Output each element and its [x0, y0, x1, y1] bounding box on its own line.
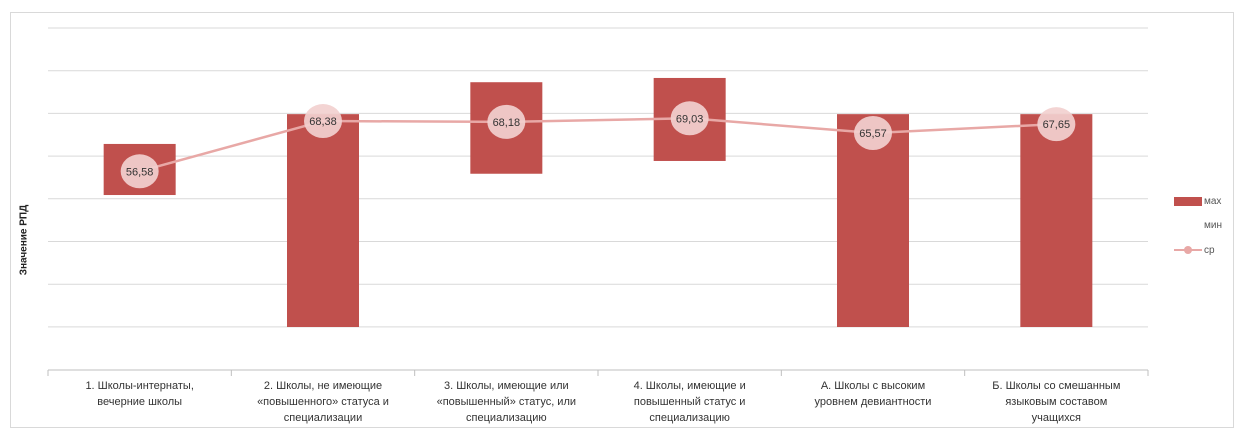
x-tick-label-line: повышенный статус и	[633, 396, 746, 408]
avg-point	[1037, 107, 1076, 142]
x-tick-label: 2. Школы, не имеющие «повышенного» статус…	[235, 378, 411, 426]
x-tick-label: 3. Школы, имеющие или «повышенный» статус…	[418, 378, 594, 426]
data-label: 67,65	[1043, 119, 1071, 131]
x-tick-label-line: языковым составом	[1005, 396, 1108, 408]
avg-point	[854, 116, 892, 151]
legend-item-avg: ср	[1174, 243, 1215, 257]
legend-label-max: мах	[1204, 195, 1222, 207]
legend-label-avg: ср	[1204, 244, 1215, 256]
x-tick-label-line: «повышенного» статуса и	[257, 396, 389, 408]
x-tick-label-line: учащихся	[1031, 412, 1082, 424]
data-label: 65,57	[859, 128, 887, 140]
x-tick-label-line: 3. Школы, имеющие или	[443, 380, 569, 392]
legend-label-min: мин	[1204, 219, 1222, 231]
legend-swatch-min	[1174, 221, 1202, 230]
x-tick-label-line: «повышенный» статус, или	[436, 396, 577, 408]
legend-swatch-max	[1174, 196, 1202, 206]
avg-point	[304, 104, 342, 139]
x-tick-label-line: 2. Школы, не имеющие	[263, 380, 383, 392]
legend-swatch-avg	[1174, 246, 1202, 254]
data-label: 69,03	[676, 113, 704, 125]
x-tick-label: Б. Школы со смешанным языковым составом уч…	[968, 378, 1144, 426]
x-tick-label-line: специализацию	[466, 412, 547, 424]
x-tick-label-line: 4. Школы, имеющие и	[633, 380, 746, 392]
data-label: 68,38	[309, 116, 337, 128]
y-axis-label: Значение РПД	[18, 204, 30, 276]
x-tick-label-line: уровнем девиантности	[814, 396, 932, 408]
avg-point	[487, 104, 526, 139]
avg-point	[120, 154, 159, 189]
x-tick-label-line: специализацию	[649, 412, 730, 424]
avg-series-line	[139, 117, 1057, 173]
x-tick-label-line: А. Школы с высоким	[820, 380, 926, 392]
avg-point	[670, 101, 709, 136]
range-bar	[287, 114, 359, 328]
x-tick-label: А. Школы с высоким уровнем девиантности	[785, 378, 961, 410]
x-tick-label-line: Б. Школы со смешанным	[992, 380, 1121, 392]
legend-item-max: мах	[1174, 194, 1221, 208]
range-bar	[1020, 114, 1093, 328]
x-tick-label: 4. Школы, имеющие и повышенный статус и сп…	[602, 378, 778, 426]
x-tick-label: 1. Школы-интернаты, вечерние школы	[52, 378, 228, 410]
data-label: 56,58	[126, 166, 154, 178]
x-tick-label-line: 1. Школы-интернаты,	[85, 380, 194, 392]
data-label: 68,18	[493, 117, 521, 129]
x-tick-label-line: вечерние школы	[97, 396, 183, 408]
legend-item-min: мин	[1174, 218, 1222, 232]
x-tick-label-line: специализации	[283, 412, 363, 424]
